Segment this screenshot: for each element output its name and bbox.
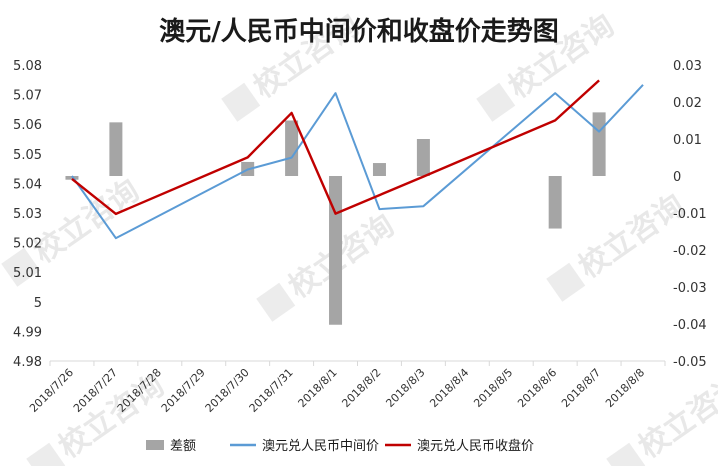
y-left-tick-label: 5.08 [13, 59, 42, 74]
watermark-logo [476, 82, 516, 122]
y-left-tick-label: 5.04 [13, 177, 42, 192]
y-right-tick-label: -0.02 [673, 244, 707, 259]
x-tick-label: 2018/7/30 [203, 366, 252, 415]
x-tick-label: 2018/7/31 [247, 366, 296, 415]
bars-series [65, 112, 606, 325]
bar-diff [416, 139, 430, 176]
y-right-tick-label: -0.03 [673, 281, 707, 296]
y-right-tick-label: 0.01 [673, 133, 702, 148]
legend-swatch-bar [146, 440, 164, 450]
x-tick-label: 2018/8/6 [515, 366, 559, 410]
y-right-tick-label: 0 [673, 170, 681, 185]
x-tick-label: 2018/8/7 [559, 366, 603, 410]
x-tick-label: 2018/8/4 [427, 366, 471, 410]
legend-item: 澳元兑人民币中间价 [230, 438, 379, 454]
legend-label: 差额 [170, 439, 196, 454]
legend-label: 澳元兑人民币中间价 [262, 438, 379, 454]
watermark-logo [1, 247, 41, 287]
lines-series [71, 79, 644, 240]
y-left-tick-label: 5.02 [13, 237, 42, 252]
x-tick-label: 2018/8/1 [296, 366, 340, 410]
y-left-tick-label: 5.05 [13, 148, 42, 163]
y-right-tick-label: -0.04 [673, 318, 707, 333]
watermark-logo [546, 262, 586, 302]
y-right-tick-label: 0.03 [673, 59, 702, 74]
x-tick-label: 2018/8/3 [383, 366, 427, 410]
legend-label: 澳元兑人民币收盘价 [417, 438, 534, 454]
line-closing-rate [71, 79, 600, 216]
y-right-tick-label: -0.05 [673, 355, 707, 370]
watermark-logo [26, 442, 66, 466]
watermark: 校立咨询 [256, 208, 401, 322]
bar-diff [65, 176, 79, 180]
x-tick-label: 2018/8/8 [603, 366, 647, 410]
line-middle-rate [71, 84, 644, 240]
y-right-tick-label: 0.02 [673, 96, 702, 111]
watermark-text: 校立咨询 [572, 188, 690, 285]
x-tick-label: 2018/7/26 [27, 366, 76, 415]
bar-diff [592, 112, 606, 176]
watermark-logo [256, 282, 296, 322]
y-right-tick-label: -0.01 [673, 207, 707, 222]
y-left-tick-label: 5.01 [13, 266, 42, 281]
watermark-text: 校立咨询 [632, 368, 718, 465]
y-left-tick-label: 4.99 [13, 325, 42, 340]
bar-diff [548, 176, 562, 229]
x-tick-label: 2018/8/5 [471, 366, 515, 410]
bar-diff [285, 120, 299, 176]
bar-diff [372, 163, 386, 176]
watermark-logo [606, 442, 646, 466]
chart-title: 澳元/人民币中间价和收盘价走势图 [159, 16, 559, 47]
legend: 差额 澳元兑人民币中间价 澳元兑人民币收盘价 [146, 438, 534, 454]
legend-item: 差额 [146, 439, 196, 454]
y-left-tick-label: 5.06 [13, 118, 42, 133]
watermark: 校立咨询 [546, 188, 691, 302]
watermark-logo [221, 82, 261, 122]
y-left-tick-label: 4.98 [13, 355, 42, 370]
legend-item: 澳元兑人民币收盘价 [385, 438, 534, 454]
y-left-tick-label: 5.03 [13, 207, 42, 222]
y-left-tick-label: 5 [34, 296, 42, 311]
bar-diff [109, 122, 123, 176]
x-tick-label: 2018/8/2 [339, 366, 383, 410]
y-left-tick-label: 5.07 [13, 89, 42, 104]
watermark-text: 校立咨询 [27, 173, 145, 270]
bar-diff [329, 176, 343, 325]
